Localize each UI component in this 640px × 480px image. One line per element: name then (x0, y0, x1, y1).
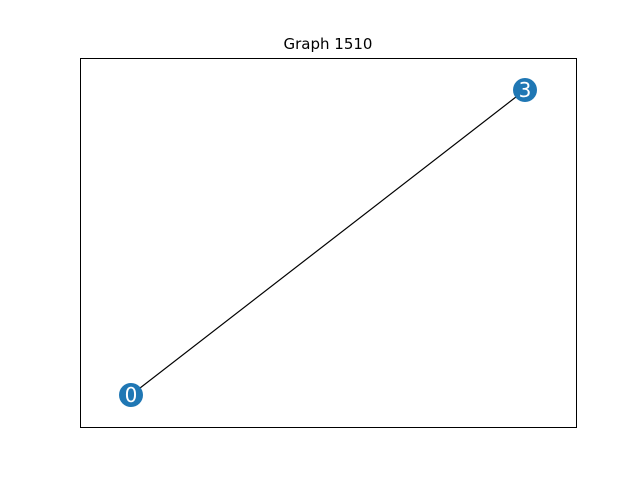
graph-title: Graph 1510 (284, 35, 373, 53)
plot-frame (80, 58, 577, 428)
node-label: 3 (519, 78, 532, 102)
edge-0-3 (130, 89, 526, 396)
edges-layer (130, 89, 526, 396)
node-circle (119, 383, 143, 407)
node-label: 0 (125, 383, 138, 407)
node-3: 3 (513, 78, 537, 102)
node-circle (513, 78, 537, 102)
node-0: 0 (119, 383, 143, 407)
nodes-layer: 03 (119, 78, 537, 407)
